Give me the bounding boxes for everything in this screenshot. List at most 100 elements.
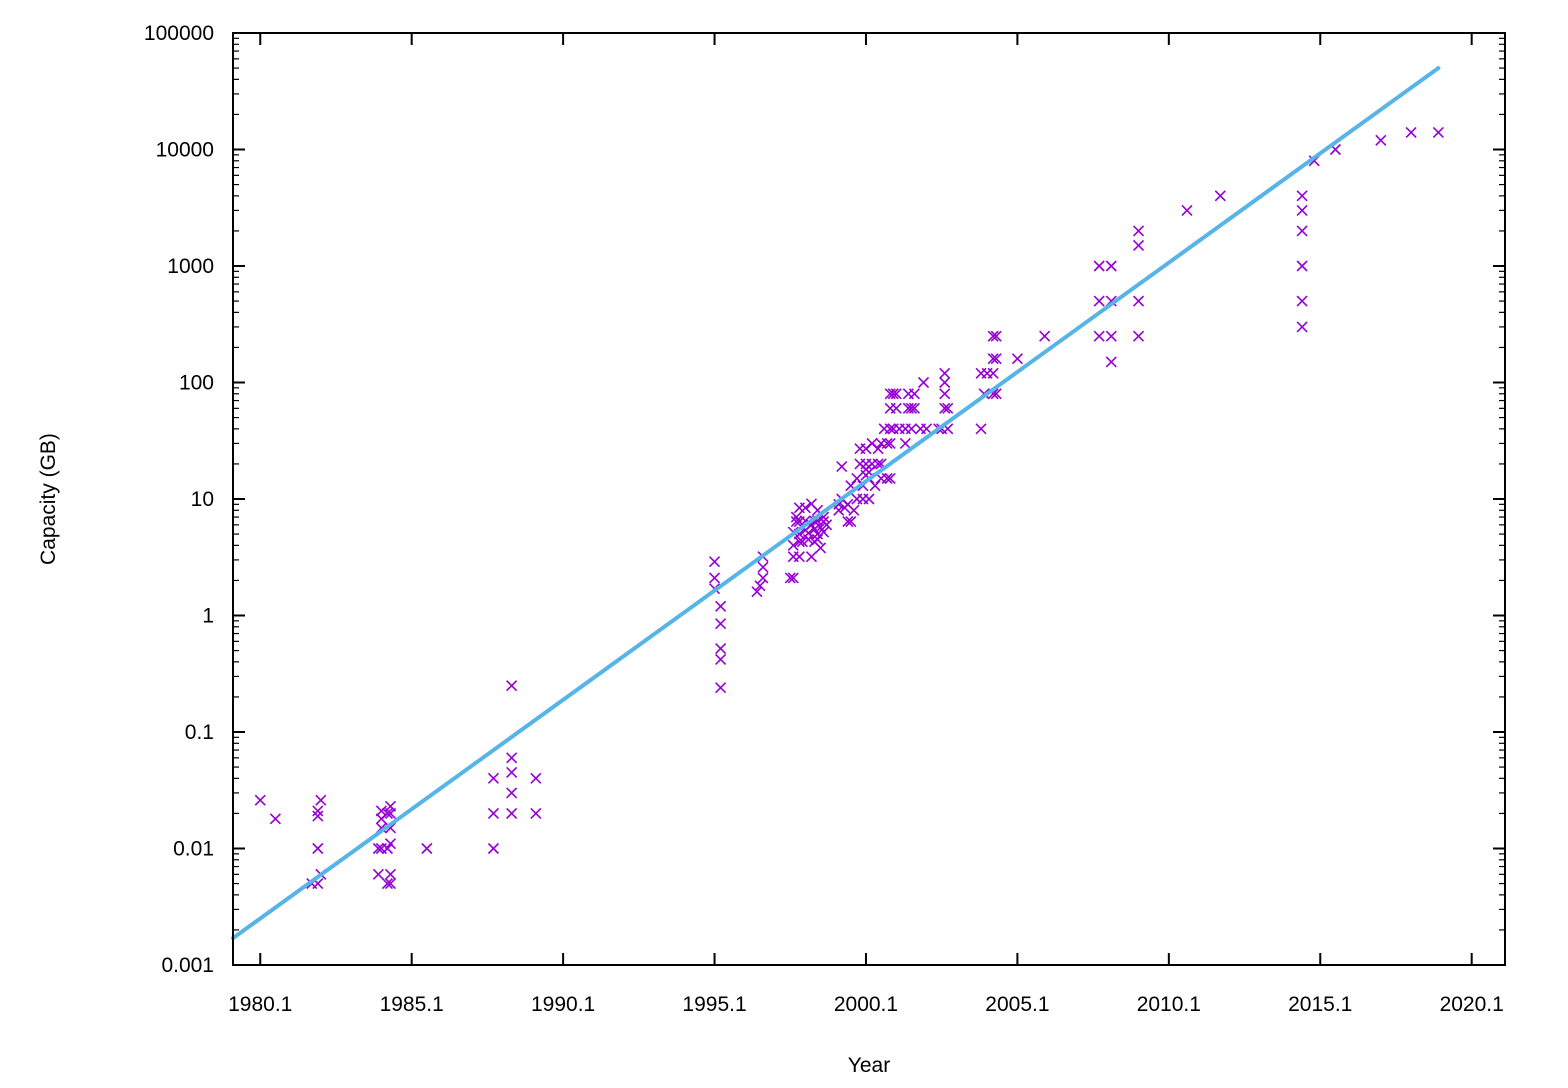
data-point — [808, 523, 821, 535]
plot-content — [231, 66, 1444, 941]
data-point — [884, 472, 896, 485]
data-point — [784, 572, 796, 584]
data-point — [842, 516, 854, 528]
data-point — [372, 842, 384, 855]
data-point — [1214, 190, 1226, 202]
data-point — [751, 586, 763, 598]
data-point — [312, 805, 324, 817]
x-tick-label: 2000.1 — [834, 993, 898, 1016]
data-point — [1375, 134, 1387, 146]
data-point — [1093, 260, 1105, 272]
data-point — [884, 423, 896, 435]
data-point — [805, 551, 818, 563]
x-tick-label: 1990.1 — [531, 993, 595, 1016]
data-point — [384, 800, 397, 812]
data-point — [872, 458, 884, 470]
data-point — [884, 437, 896, 449]
data-point — [799, 502, 811, 514]
data-point — [381, 842, 394, 855]
data-point — [990, 330, 1002, 342]
data-point — [939, 367, 951, 379]
data-point — [708, 572, 721, 584]
data-point — [381, 807, 394, 819]
data-point — [811, 528, 824, 540]
y-tick-label: 100 — [179, 372, 214, 395]
x-tick-label: 2005.1 — [985, 993, 1049, 1016]
y-tick-label: 0.01 — [173, 838, 214, 861]
data-point — [987, 353, 999, 365]
data-point — [917, 376, 930, 389]
axes: 1980.1 1985.1 1990.1 1995.1 2000.1 2005.1 2010… — [144, 22, 1505, 1016]
data-point — [1296, 260, 1308, 272]
x-tick-label: 1995.1 — [682, 993, 746, 1016]
data-point — [851, 472, 863, 485]
data-point — [987, 330, 999, 342]
data-point — [506, 680, 518, 692]
data-point — [881, 437, 893, 449]
data-point — [920, 423, 933, 435]
data-point — [715, 682, 727, 694]
data-point — [506, 807, 518, 819]
data-point — [987, 367, 999, 379]
data-point — [757, 561, 769, 573]
y-tick-label: 1 — [202, 605, 214, 628]
data-point — [1296, 225, 1308, 237]
data-point — [487, 772, 500, 784]
y-tick-label: 100000 — [144, 22, 214, 45]
data-point — [384, 878, 397, 890]
x-axis-label: Year — [848, 1054, 890, 1077]
x-tick-label: 2020.1 — [1440, 993, 1504, 1016]
data-point — [708, 556, 721, 568]
data-point — [790, 516, 802, 528]
data-point — [1039, 330, 1051, 342]
y-axis-label: Capacity (GB) — [37, 433, 60, 565]
data-point — [381, 878, 394, 890]
data-point — [715, 643, 727, 655]
data-point — [990, 353, 1002, 365]
data-point — [881, 472, 893, 485]
data-point — [836, 460, 848, 473]
data-point — [1093, 330, 1105, 342]
data-point — [890, 388, 902, 400]
data-point — [384, 838, 397, 850]
data-point — [787, 539, 799, 551]
data-point — [796, 536, 808, 548]
data-point — [506, 766, 518, 778]
data-point — [821, 519, 833, 531]
data-point — [787, 572, 799, 584]
data-point — [1432, 126, 1444, 139]
data-point — [1105, 260, 1117, 272]
y-tick-label: 10 — [191, 488, 214, 511]
data-point — [908, 388, 920, 400]
data-point — [811, 533, 824, 545]
x-tick-label: 1985.1 — [380, 993, 444, 1016]
data-point — [1132, 330, 1145, 342]
data-point — [975, 423, 987, 435]
data-point — [1296, 321, 1308, 333]
data-point — [715, 600, 727, 612]
fit-line — [231, 66, 1441, 941]
data-point — [899, 437, 911, 449]
data-point — [715, 618, 727, 630]
data-point — [506, 787, 518, 799]
data-point — [1296, 204, 1308, 216]
data-point — [269, 813, 281, 825]
x-tick-label: 2010.1 — [1137, 993, 1201, 1016]
data-point — [818, 526, 830, 538]
data-point — [757, 572, 769, 584]
data-point — [1405, 126, 1417, 139]
data-point — [869, 480, 881, 492]
data-point — [487, 807, 500, 819]
data-point — [1132, 239, 1145, 252]
data-point — [814, 542, 827, 554]
data-point — [254, 794, 266, 806]
data-point — [530, 807, 542, 819]
data-point — [905, 423, 917, 435]
data-point — [942, 402, 954, 414]
data-point — [312, 842, 324, 855]
data-point — [384, 868, 397, 880]
data-point — [793, 551, 805, 563]
x-tick-label: 2015.1 — [1288, 993, 1352, 1016]
data-point — [863, 493, 875, 505]
